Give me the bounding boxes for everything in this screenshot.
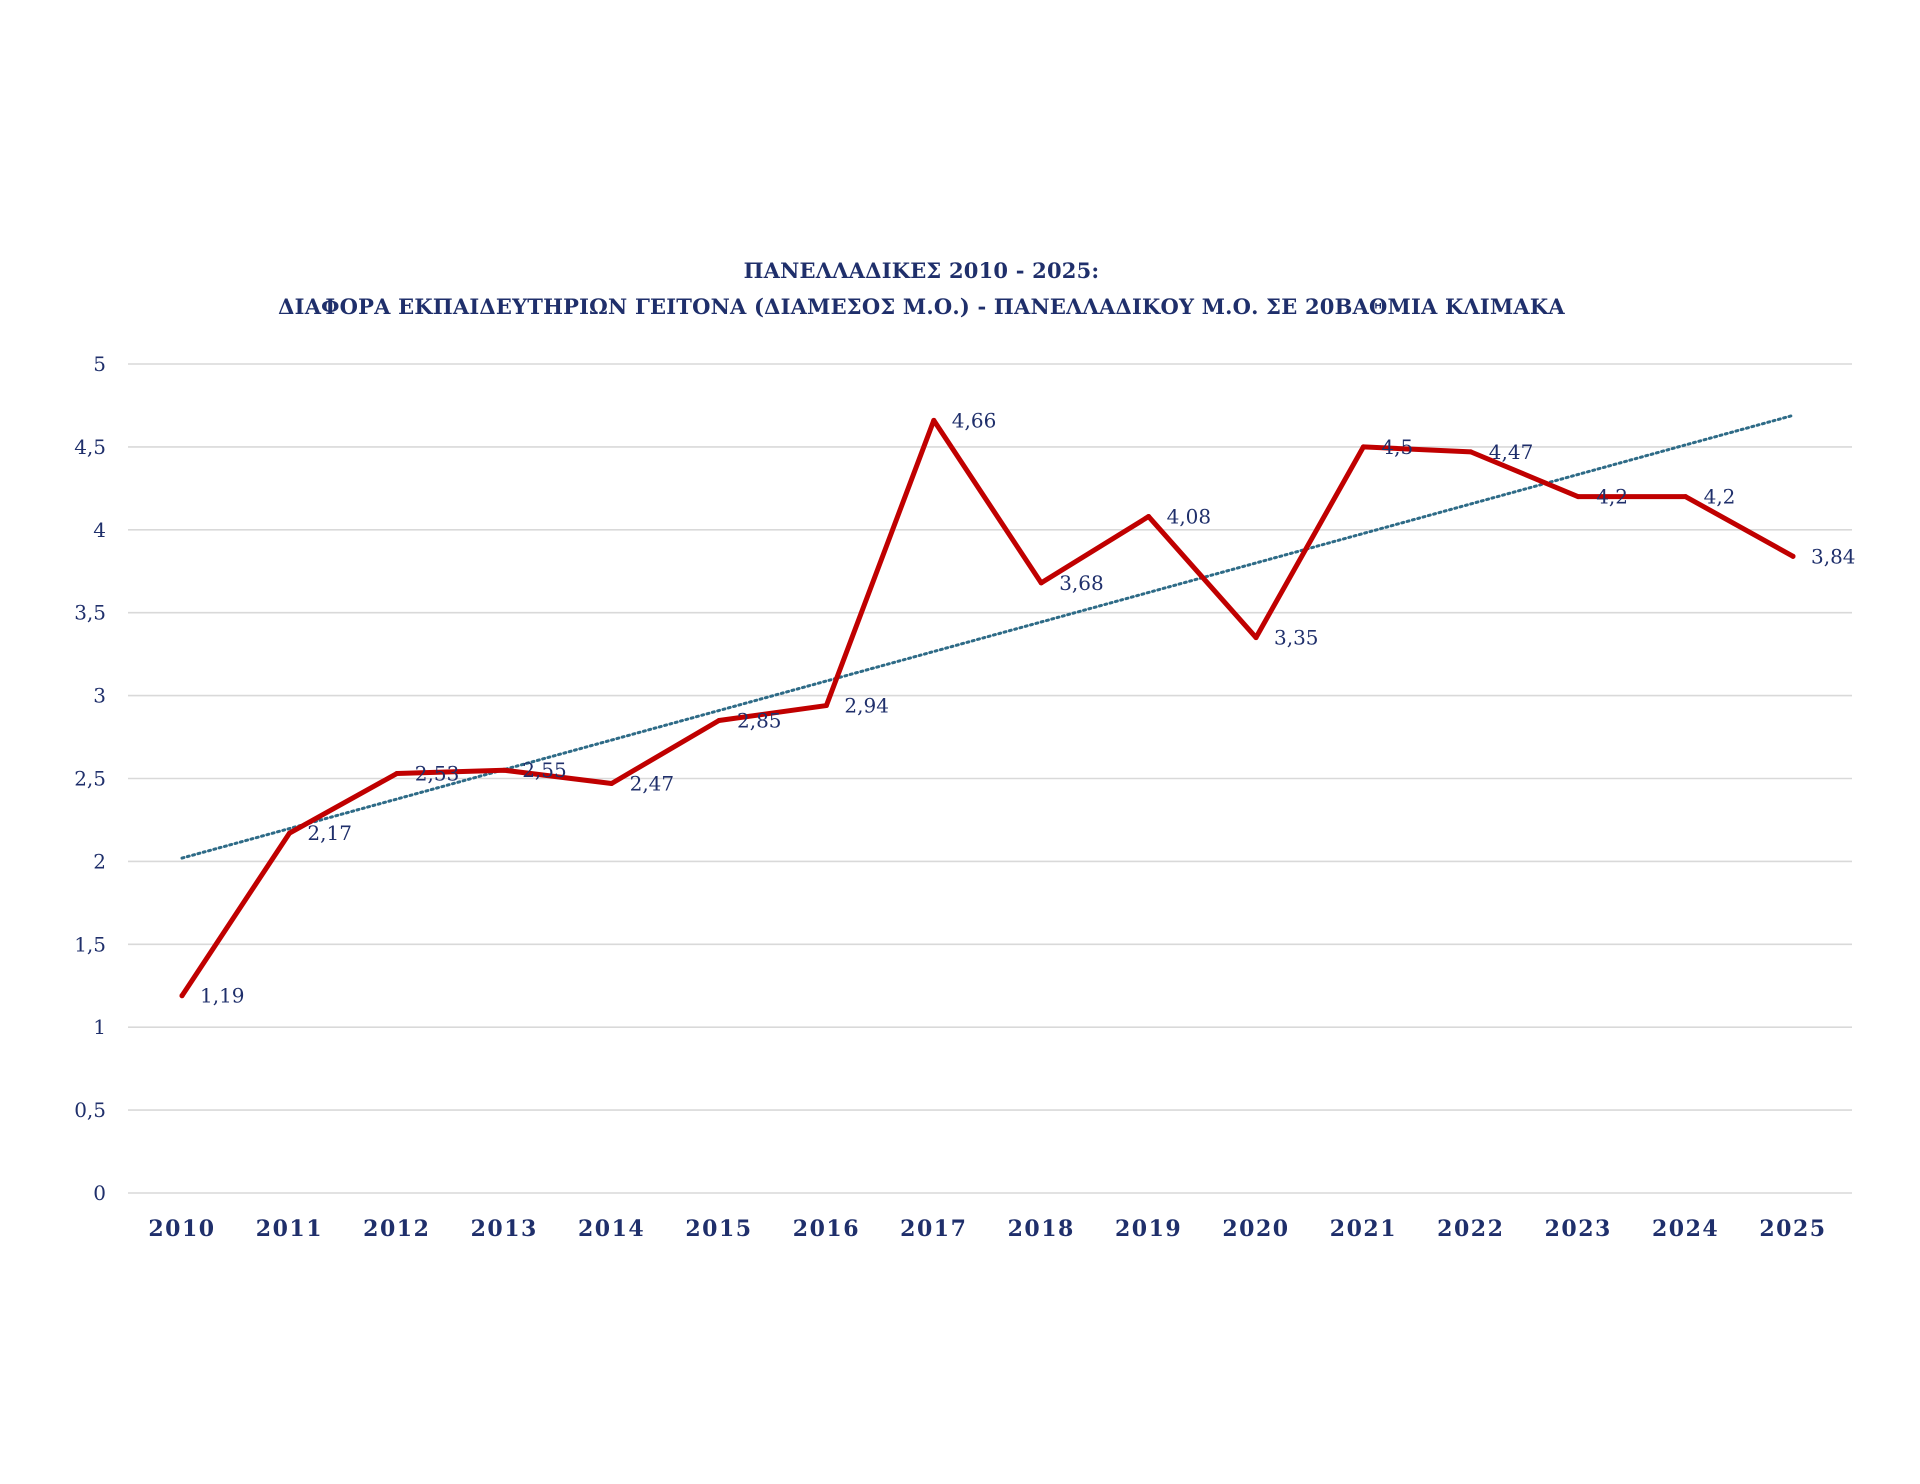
data-point: [394, 771, 400, 777]
gridlines: [128, 363, 1852, 1194]
x-tick-label: 2017: [900, 1216, 967, 1242]
data-point: [609, 780, 615, 786]
data-point: [1146, 514, 1152, 520]
data-point: [1468, 449, 1474, 455]
data-point: [179, 993, 185, 999]
data-point: [1360, 444, 1366, 450]
data-label: 3,84: [1811, 544, 1856, 568]
y-tick-label: 4,5: [74, 435, 106, 459]
chart-subtitle: ΔΙΑΦΟΡΑ ΕΚΠΑΙΔΕΥΤΗΡΙΩΝ ΓΕΙΤΟΝΑ (ΔΙΑΜΕΣΟΣ…: [278, 294, 1565, 319]
data-label: 2,47: [630, 771, 675, 795]
data-label: 1,19: [200, 984, 245, 1008]
y-tick-label: 3,5: [74, 601, 106, 625]
data-point: [823, 703, 829, 709]
data-label: 2,17: [307, 821, 352, 845]
data-point: [1253, 635, 1259, 641]
x-tick-label: 2010: [148, 1216, 215, 1242]
x-tick-label: 2025: [1759, 1216, 1826, 1242]
x-tick-label: 2013: [471, 1216, 538, 1242]
data-label: 4,08: [1167, 505, 1212, 529]
data-label: 2,55: [522, 758, 567, 782]
data-labels: 1,19 2,17 2,53 2,55 2,47 2,85 2,94 4,66 3,68 4,08…: [200, 408, 1856, 1007]
y-axis-ticks: 0 0,5 1 1,5 2 2,5 3 3,5 4 4,5 5: [74, 352, 106, 1205]
data-label: 4,2: [1704, 485, 1736, 509]
x-tick-label: 2015: [685, 1216, 752, 1242]
data-label: 4,66: [952, 408, 997, 432]
data-point: [501, 767, 507, 773]
series-group: [179, 417, 1796, 999]
x-tick-label: 2016: [793, 1216, 860, 1242]
data-point: [1790, 553, 1796, 559]
x-tick-label: 2018: [1008, 1216, 1075, 1242]
data-label: 2,85: [737, 708, 782, 732]
data-point: [1038, 580, 1044, 586]
x-tick-label: 2014: [578, 1216, 645, 1242]
x-tick-label: 2024: [1652, 1216, 1719, 1242]
y-tick-label: 0,5: [74, 1098, 106, 1122]
x-axis-ticks: 2010 2011 2012 2013 2014 2015 2016 2017 2018 2019…: [148, 1216, 1826, 1242]
data-label: 3,68: [1059, 571, 1104, 595]
x-tick-label: 2022: [1437, 1216, 1504, 1242]
x-tick-label: 2019: [1115, 1216, 1182, 1242]
x-tick-label: 2021: [1330, 1216, 1397, 1242]
data-point: [716, 717, 722, 723]
chart-title: ΠΑΝΕΛΛΑΔΙΚΕΣ 2010 - 2025:: [743, 258, 1100, 283]
y-tick-label: 2: [93, 849, 106, 873]
data-point: [1683, 494, 1689, 500]
series-line: [179, 417, 1796, 999]
y-tick-label: 3: [93, 684, 106, 708]
data-label: 3,35: [1274, 626, 1319, 650]
y-tick-label: 1,5: [74, 932, 106, 956]
trendline: [180, 413, 1795, 860]
y-tick-label: 4: [93, 518, 106, 542]
data-label: 4,47: [1489, 440, 1534, 464]
y-tick-label: 5: [93, 352, 106, 376]
x-tick-label: 2012: [363, 1216, 430, 1242]
y-tick-label: 2,5: [74, 767, 106, 791]
x-tick-label: 2023: [1545, 1216, 1612, 1242]
data-point: [286, 830, 292, 836]
data-label: 4,5: [1381, 435, 1413, 459]
data-label: 4,2: [1596, 485, 1628, 509]
data-label: 2,53: [415, 762, 460, 786]
trendline-group: [180, 413, 1795, 860]
data-point: [1575, 494, 1581, 500]
x-tick-label: 2020: [1222, 1216, 1289, 1242]
data-label: 2,94: [844, 694, 889, 718]
x-tick-label: 2011: [256, 1216, 323, 1242]
data-point: [931, 417, 937, 423]
y-tick-label: 0: [93, 1181, 106, 1205]
y-tick-label: 1: [93, 1015, 106, 1039]
